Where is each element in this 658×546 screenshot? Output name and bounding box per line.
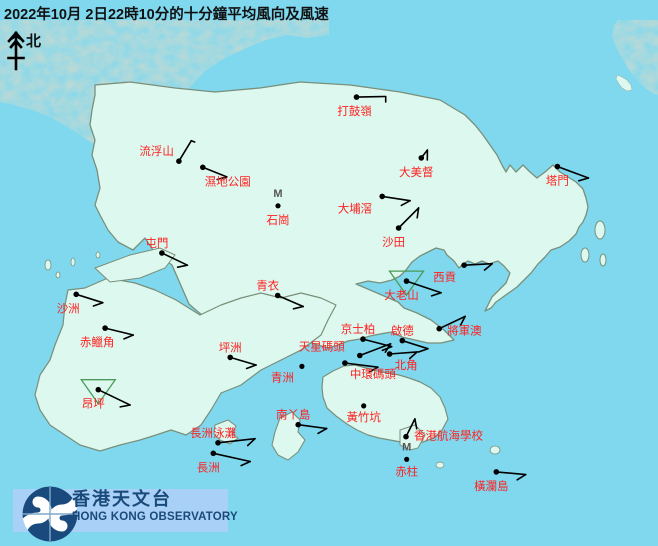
svg-text:青衣: 青衣 bbox=[256, 279, 279, 293]
svg-text:京士柏: 京士柏 bbox=[341, 322, 376, 336]
svg-text:大埔滘: 大埔滘 bbox=[338, 201, 373, 215]
svg-text:中環碼頭: 中環碼頭 bbox=[350, 368, 396, 381]
svg-text:M: M bbox=[273, 188, 282, 200]
svg-text:沙洲: 沙洲 bbox=[57, 302, 80, 315]
svg-text:南丫島: 南丫島 bbox=[276, 408, 311, 422]
svg-text:濕地公園: 濕地公園 bbox=[205, 175, 251, 188]
svg-text:坪洲: 坪洲 bbox=[219, 341, 242, 354]
svg-text:昂坪: 昂坪 bbox=[82, 398, 105, 411]
svg-text:石崗: 石崗 bbox=[267, 214, 290, 227]
svg-text:將軍澳: 將軍澳 bbox=[447, 324, 482, 338]
svg-text:流浮山: 流浮山 bbox=[139, 144, 174, 158]
svg-text:大美督: 大美督 bbox=[399, 165, 434, 179]
svg-text:橫瀾島: 橫瀾島 bbox=[474, 479, 509, 493]
svg-text:青洲: 青洲 bbox=[271, 371, 294, 384]
svg-text:M: M bbox=[402, 441, 411, 453]
svg-text:香港航海學校: 香港航海學校 bbox=[414, 429, 483, 443]
svg-text:黃竹坑: 黃竹坑 bbox=[346, 410, 381, 424]
svg-text:長洲泳灘: 長洲泳灘 bbox=[190, 426, 236, 440]
svg-text:赤鱲角: 赤鱲角 bbox=[80, 336, 115, 349]
svg-text:西貢: 西貢 bbox=[433, 271, 456, 284]
svg-text:啟德: 啟德 bbox=[391, 324, 414, 338]
svg-text:屯門: 屯門 bbox=[145, 237, 168, 250]
svg-text:大老山: 大老山 bbox=[384, 288, 419, 302]
svg-text:沙田: 沙田 bbox=[382, 236, 405, 249]
svg-text:北角: 北角 bbox=[395, 359, 418, 372]
svg-text:長洲: 長洲 bbox=[197, 461, 220, 474]
svg-text:天星碼頭: 天星碼頭 bbox=[299, 341, 345, 354]
svg-text:打鼓嶺: 打鼓嶺 bbox=[337, 104, 372, 118]
svg-text:塔門: 塔門 bbox=[546, 175, 569, 188]
svg-text:赤柱: 赤柱 bbox=[395, 464, 418, 478]
